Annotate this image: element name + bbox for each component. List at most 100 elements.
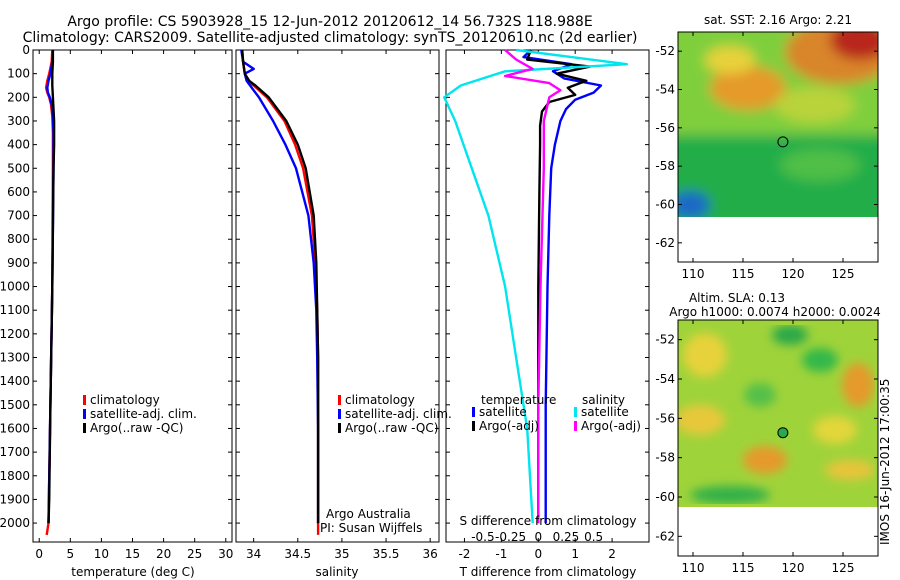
map-xtick-label: 125 <box>832 561 855 575</box>
xtick-label: 0 <box>35 547 43 561</box>
xtick-label: 35.5 <box>373 547 400 561</box>
xtick-label: 15 <box>125 547 140 561</box>
series-line-s-satellite <box>443 48 629 524</box>
map-xtick-label: 110 <box>682 267 705 281</box>
map-ytick-label: -62 <box>655 529 675 543</box>
map-ytick-label: -54 <box>655 83 675 97</box>
map-xtick-label: 120 <box>782 561 805 575</box>
xtick-label: 1 <box>571 547 579 561</box>
ytick-label: 1700 <box>0 445 30 459</box>
sla-field-blob-8 <box>744 383 776 407</box>
x2tick-label: 0 <box>534 530 542 544</box>
xtick-label: 2 <box>608 547 616 561</box>
ytick-label: 1000 <box>0 280 30 294</box>
temperature-panel: 0100200300400500600700800900100011001200… <box>0 43 233 579</box>
legend-swatch <box>338 409 341 419</box>
ytick-label: 100 <box>7 67 30 81</box>
map-ytick-label: -60 <box>655 490 675 504</box>
xtick-label: 20 <box>156 547 171 561</box>
ytick-label: 800 <box>7 232 30 246</box>
sla-field-blob-5 <box>772 325 808 345</box>
salinity-panel: 34 34.5 35 35.5 36 salinity climatologysatel… <box>235 49 452 579</box>
sst-field-lime-blob <box>775 87 855 123</box>
map-xtick-label: 115 <box>732 267 755 281</box>
ytick-label: 700 <box>7 209 30 223</box>
sla-map-title-2: Argo h1000: 0.0074 h2000: 0.0024 <box>669 305 881 319</box>
sla-field-blob-4 <box>802 348 838 372</box>
sla-field-blob-3 <box>743 446 787 474</box>
temperature-axes-frame <box>32 49 233 543</box>
legend-swatch <box>83 395 86 405</box>
sst-map-frame <box>677 31 879 263</box>
ytick-label: 2000 <box>0 516 30 530</box>
legend-label: climatology <box>345 393 415 407</box>
sla-argo-marker <box>777 427 789 439</box>
sla-field-blob-9 <box>825 460 875 480</box>
map-ytick-label: -56 <box>655 411 675 425</box>
map-ytick-label: -58 <box>655 451 675 465</box>
sla-map: Altim. SLA: 0.13 Argo h1000: 0.0074 h200… <box>655 291 880 575</box>
ytick-label: 1100 <box>0 303 30 317</box>
legend-swatch <box>338 423 341 433</box>
sla-field-blob-6 <box>842 363 874 407</box>
ytick-label: 1200 <box>0 327 30 341</box>
temperature-xlabel: temperature (deg C) <box>71 565 194 579</box>
sst-argo-marker <box>777 136 789 148</box>
ytick-label: 1300 <box>0 351 30 365</box>
legend-label: climatology <box>90 393 160 407</box>
xtick-label: 30 <box>218 547 233 561</box>
map-xtick-label: 125 <box>832 267 855 281</box>
ytick-label: 1500 <box>0 398 30 412</box>
salinity-xlabel: salinity <box>315 565 358 579</box>
side-timestamp: IMOS 16-Jun-2012 17:00:35 <box>878 379 892 545</box>
legend-swatch <box>83 409 86 419</box>
legend-label: satellite-adj. clim. <box>345 407 452 421</box>
ytick-label: 1900 <box>0 492 30 506</box>
ytick-label: 600 <box>7 185 30 199</box>
legend-label: Argo(-adj) <box>479 419 539 433</box>
x2tick-label: 0.25 <box>553 530 580 544</box>
legend-swatch <box>83 423 86 433</box>
sst-field-cold-blob <box>678 191 710 217</box>
legend-swatch <box>472 421 475 431</box>
xtick-label: 35 <box>334 547 349 561</box>
series-line-satellite-adj-clim- <box>240 49 320 524</box>
legend-swatch <box>338 395 341 405</box>
map-ytick-label: -58 <box>655 159 675 173</box>
x2tick-label: -0.5 <box>471 530 494 544</box>
x2tick-label: 0.5 <box>584 530 603 544</box>
map-xtick-label: 115 <box>732 561 755 575</box>
map-ytick-label: -52 <box>655 44 675 58</box>
sla-map-title-1: Altim. SLA: 0.13 <box>689 291 785 305</box>
ytick-label: 900 <box>7 256 30 270</box>
difference-legend: temperature salinitysatelliteArgo(-adj)sa… <box>472 393 641 433</box>
difference-x2label: S difference from climatology <box>460 514 637 528</box>
xtick-label: 34 <box>246 547 261 561</box>
legend-header-salinity: salinity <box>582 393 625 407</box>
sst-field-yellow-blob <box>705 46 755 74</box>
legend-label: satellite <box>581 405 629 419</box>
sst-field-warm-blob <box>710 66 786 110</box>
map-xtick-label: 110 <box>682 561 705 575</box>
series-line-t-argo-adj- <box>526 49 592 524</box>
xtick-label: 34.5 <box>284 547 311 561</box>
title-line-1: Argo profile: CS 5903928_15 12-Jun-2012 … <box>67 14 592 30</box>
sst-map-title: sat. SST: 2.16 Argo: 2.21 <box>704 13 852 27</box>
legend-header-temperature: temperature <box>481 393 556 407</box>
map-ytick-label: -54 <box>655 372 675 386</box>
legend-label: Argo(..raw -QC) <box>90 421 183 435</box>
map-xtick-label: 120 <box>782 267 805 281</box>
ytick-label: 1600 <box>0 421 30 435</box>
series-line-argo-raw-qc- <box>241 49 320 524</box>
ytick-label: 1400 <box>0 374 30 388</box>
ytick-label: 300 <box>7 114 30 128</box>
xtick-label: -2 <box>458 547 470 561</box>
sst-field-red-blob <box>830 32 878 60</box>
series-line-climatology <box>241 49 320 535</box>
ytick-label: 400 <box>7 138 30 152</box>
xtick-label: 5 <box>66 547 74 561</box>
credit-line-1: Argo Australia <box>326 507 411 521</box>
legend-swatch <box>574 421 577 431</box>
series-line-argo-raw-qc- <box>47 50 56 524</box>
